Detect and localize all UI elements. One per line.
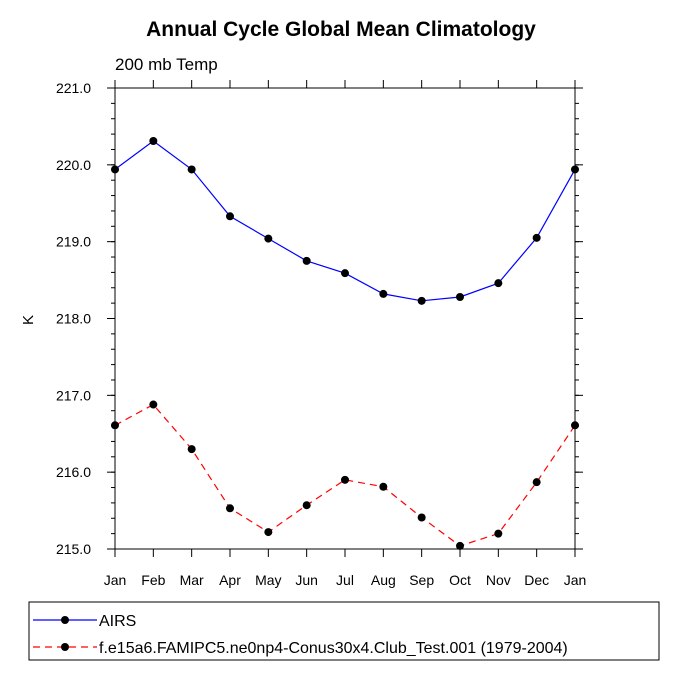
- data-point-series-1: [341, 475, 349, 484]
- data-point-series-1: [532, 478, 541, 487]
- data-point-series-0: [226, 212, 234, 221]
- x-tick-label: Nov: [486, 572, 511, 588]
- x-tick-label: Jan: [104, 572, 127, 588]
- data-point-series-0: [532, 233, 541, 242]
- y-tick-label: 221.0: [56, 80, 91, 96]
- chart-title: Annual Cycle Global Mean Climatology: [146, 18, 536, 41]
- data-point-series-0: [149, 137, 158, 146]
- x-tick-label: Jul: [336, 572, 354, 588]
- y-tick-label: 216.0: [56, 464, 91, 480]
- data-point-series-1: [226, 504, 234, 513]
- x-tick-label: Feb: [141, 572, 165, 588]
- x-tick-label: Dec: [524, 572, 549, 588]
- chart-subtitle: 200 mb Temp: [115, 55, 218, 74]
- x-tick-label: Aug: [371, 572, 396, 588]
- data-point-series-0: [187, 165, 196, 174]
- y-tick-label: 219.0: [56, 234, 91, 250]
- data-point-series-1: [456, 541, 464, 550]
- y-tick-label: 218.0: [56, 311, 91, 327]
- legend-label-model: f.e15a6.FAMIPC5.ne0np4-Conus30x4.Club_Te…: [99, 640, 568, 657]
- legend-label-airs: AIRS: [99, 613, 136, 630]
- data-point-series-1: [379, 482, 388, 491]
- data-point-series-1: [149, 400, 158, 409]
- data-point-series-1: [187, 445, 196, 454]
- x-tick-label: Jun: [295, 572, 318, 588]
- data-point-series-1: [264, 528, 273, 537]
- data-point-series-0: [571, 165, 579, 174]
- y-tick-label: 217.0: [56, 387, 91, 403]
- data-point-series-1: [417, 513, 426, 522]
- series-layer: [111, 137, 579, 550]
- legend-box: [28, 601, 660, 661]
- data-point-series-1: [494, 529, 503, 538]
- x-tick-label: Oct: [449, 572, 471, 588]
- series-line-1: [114, 403, 576, 547]
- legend-marker-airs: [61, 616, 69, 624]
- x-tick-label: Jan: [564, 572, 587, 588]
- data-point-series-0: [379, 289, 388, 298]
- x-tick-label: Sep: [409, 572, 434, 588]
- data-point-series-0: [302, 256, 311, 265]
- data-point-series-0: [264, 234, 273, 243]
- data-point-series-1: [111, 421, 119, 430]
- data-point-series-0: [456, 292, 464, 301]
- x-tick-label: Apr: [219, 572, 241, 588]
- legend-marker-model: [61, 643, 69, 651]
- x-axis: Jan Feb Mar Apr May Jun Jul Aug Sep Oct Nov Dec Jan: [104, 80, 587, 588]
- data-point-series-1: [302, 501, 311, 510]
- legend: AIRS f.e15a6.FAMIPC5.ne0np4-Conus30x4.Cl…: [28, 601, 660, 661]
- data-point-series-0: [111, 165, 119, 174]
- data-point-series-1: [571, 421, 579, 430]
- y-axis-label: K: [20, 315, 37, 325]
- x-tick-label: May: [255, 572, 281, 588]
- data-point-series-0: [494, 279, 503, 288]
- y-axis: 215.0 216.0 217.0 218.0 219.0 220.0 221.0: [56, 80, 583, 557]
- y-tick-label: 215.0: [56, 541, 91, 557]
- x-tick-label: Mar: [180, 572, 204, 588]
- data-point-series-0: [417, 296, 426, 305]
- y-tick-label: 220.0: [56, 157, 91, 173]
- data-point-series-0: [341, 269, 349, 278]
